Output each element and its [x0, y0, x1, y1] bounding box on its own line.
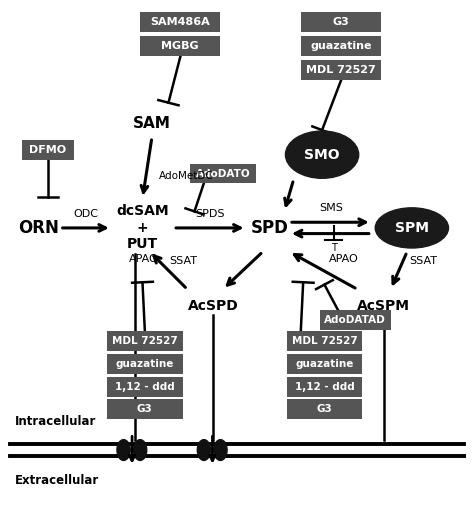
FancyBboxPatch shape: [301, 60, 381, 79]
Text: +: +: [137, 221, 148, 235]
Text: APAO: APAO: [329, 254, 359, 264]
Ellipse shape: [134, 440, 147, 460]
FancyBboxPatch shape: [107, 354, 182, 374]
Text: AcSPM: AcSPM: [357, 299, 410, 313]
Text: AcSPD: AcSPD: [188, 299, 239, 313]
Ellipse shape: [285, 131, 359, 179]
Text: 1,12 - ddd: 1,12 - ddd: [294, 382, 354, 392]
Text: SPM: SPM: [395, 221, 429, 235]
Text: Intracellular: Intracellular: [15, 415, 96, 428]
FancyBboxPatch shape: [107, 331, 182, 351]
Text: Extracellular: Extracellular: [15, 474, 99, 487]
Text: SSAT: SSAT: [410, 256, 438, 266]
Ellipse shape: [197, 440, 210, 460]
Text: 1,12 - ddd: 1,12 - ddd: [115, 382, 175, 392]
Text: ORN: ORN: [18, 219, 59, 237]
FancyBboxPatch shape: [301, 13, 381, 32]
Text: T: T: [331, 243, 337, 253]
Ellipse shape: [117, 440, 130, 460]
Text: SPD: SPD: [251, 219, 289, 237]
Text: SAM: SAM: [133, 116, 171, 132]
FancyBboxPatch shape: [22, 140, 74, 160]
Ellipse shape: [375, 208, 448, 248]
FancyBboxPatch shape: [287, 399, 362, 419]
Text: MDL 72527: MDL 72527: [112, 336, 178, 346]
FancyBboxPatch shape: [107, 377, 182, 397]
Text: PUT: PUT: [127, 238, 158, 252]
FancyBboxPatch shape: [190, 163, 256, 184]
FancyBboxPatch shape: [140, 36, 220, 56]
Text: G3: G3: [317, 405, 332, 414]
FancyBboxPatch shape: [319, 310, 391, 330]
Ellipse shape: [214, 440, 227, 460]
FancyBboxPatch shape: [301, 36, 381, 56]
Text: SSAT: SSAT: [169, 256, 197, 266]
Text: SPDS: SPDS: [195, 209, 224, 219]
Text: guazatine: guazatine: [295, 359, 354, 369]
Text: SMO: SMO: [304, 148, 340, 162]
Text: APAO: APAO: [129, 254, 159, 264]
Text: DFMO: DFMO: [29, 145, 66, 155]
Text: ODC: ODC: [73, 209, 98, 219]
Text: AdoDATO: AdoDATO: [195, 169, 250, 179]
FancyBboxPatch shape: [287, 377, 362, 397]
FancyBboxPatch shape: [140, 13, 220, 32]
FancyBboxPatch shape: [287, 331, 362, 351]
Text: MDL 72527: MDL 72527: [292, 336, 357, 346]
Text: dcSAM: dcSAM: [116, 205, 169, 218]
FancyBboxPatch shape: [287, 354, 362, 374]
Text: MGBG: MGBG: [162, 41, 199, 51]
Text: G3: G3: [333, 17, 349, 27]
Text: AdoMetDC: AdoMetDC: [159, 171, 214, 181]
Text: G3: G3: [137, 405, 153, 414]
Text: guazatine: guazatine: [116, 359, 174, 369]
FancyBboxPatch shape: [107, 399, 182, 419]
Text: AdoDATAD: AdoDATAD: [324, 315, 386, 325]
Text: SAM486A: SAM486A: [150, 17, 210, 27]
Text: MDL 72527: MDL 72527: [306, 65, 376, 75]
Text: guazatine: guazatine: [310, 41, 372, 51]
Text: SMS: SMS: [319, 203, 344, 213]
